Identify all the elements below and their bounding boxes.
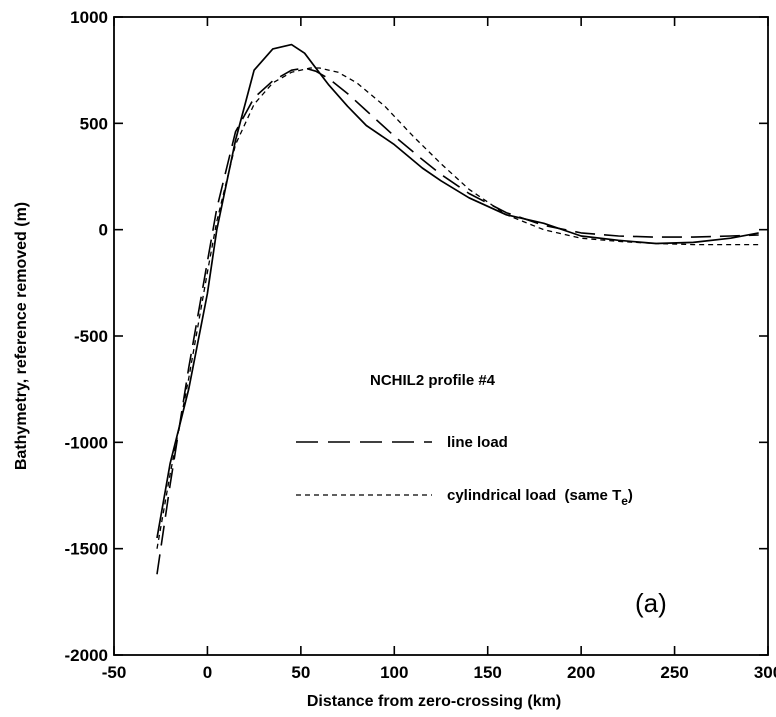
panel-label: (a) — [635, 588, 667, 618]
x-axis-title: Distance from zero-crossing (km) — [307, 693, 561, 710]
x-tick-label: 150 — [474, 663, 502, 682]
x-tick-label: 300 — [754, 663, 776, 682]
y-tick-label: 500 — [80, 114, 108, 133]
legend-line-load-label: line load — [447, 434, 508, 451]
plot-area — [114, 17, 768, 655]
x-tick-label: 100 — [380, 663, 408, 682]
x-tick-label: 200 — [567, 663, 595, 682]
series-short-dash-line — [157, 68, 759, 549]
y-tick-label: 1000 — [70, 8, 108, 27]
legend-title: NCHIL2 profile #4 — [370, 372, 496, 389]
legend-cylindrical-load-label: cylindrical load (same Te) — [447, 487, 633, 508]
y-tick-label: 0 — [99, 221, 108, 240]
x-tick-label: 50 — [291, 663, 310, 682]
y-tick-label: -500 — [74, 327, 108, 346]
plot-border — [114, 17, 768, 655]
x-tick-label: -50 — [102, 663, 127, 682]
y-axis-title: Bathymetry, reference removed (m) — [13, 202, 30, 470]
y-tick-label: -1500 — [65, 540, 108, 559]
x-tick-label: 250 — [660, 663, 688, 682]
axis-ticks: -50050100150200250300-2000-1500-1000-500… — [65, 8, 776, 682]
x-tick-label: 0 — [203, 663, 212, 682]
series-solid-line — [157, 45, 759, 538]
legend: NCHIL2 profile #4 line load cylindrical … — [296, 372, 633, 508]
y-tick-label: -1000 — [65, 433, 108, 452]
y-tick-label: -2000 — [65, 646, 108, 665]
